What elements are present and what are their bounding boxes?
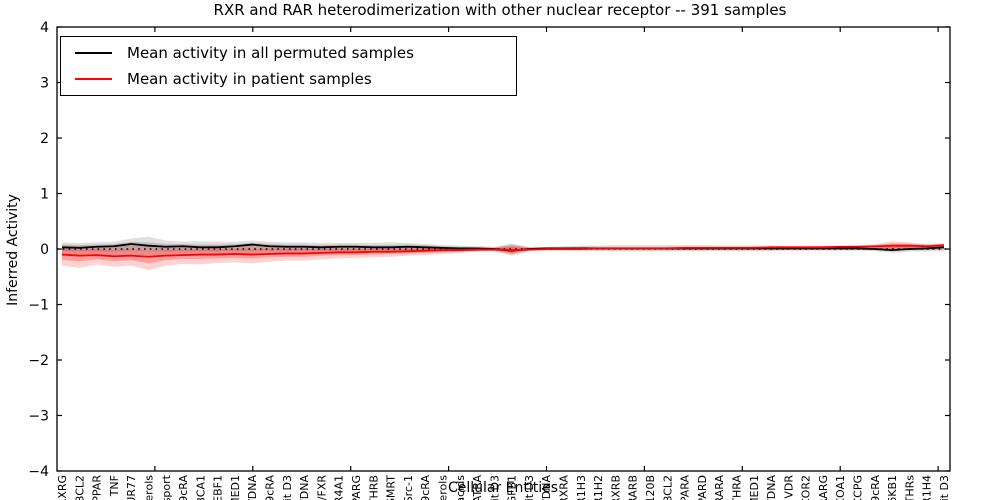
x-tick-label: mol:Bile acids [454,475,467,500]
legend-label-patient: Mean activity in patient samples [127,69,372,88]
y-tick-label: −3 [28,409,49,425]
x-tick-label: PPARA [679,475,692,500]
x-tick-label: RXRs/RXRs/DNA/9cRA [264,475,277,500]
patient-line-swatch [75,77,112,80]
x-tick-label: VDR [782,475,795,499]
y-tick-label: 1 [40,187,49,203]
y-tick-label: 0 [40,242,49,258]
x-tick-label: PPARD [696,475,709,500]
x-axis-label: Cellular Entities [447,480,559,496]
x-tick-label: RXRs/LXRs/DNA/9cRA [177,475,190,500]
x-tick-label: RARB [627,475,640,500]
x-tick-label: mol:Vit D3 [488,475,501,500]
permuted-line-swatch [75,52,112,55]
x-tick-label: RXRA [558,475,571,500]
x-tick-label: ABCA1 [194,475,207,500]
x-tick-label: NR1H4 [921,475,934,500]
legend-entry-permuted: Mean activity in all permuted samples [61,44,516,62]
x-tick-label: RARG [817,475,830,500]
x-tick-label: RARs/THRs/DNA/SMRT [385,475,398,500]
x-tick-label: VDR/VDR/DNA [765,475,778,500]
x-tick-label: RXRB [609,475,622,500]
x-tick-label: RXRs/PPAR [91,475,104,500]
x-tick-label: RARs/THRs [903,475,916,500]
x-tick-label: RXRs/PPAR/9cRA/PGJ2/DNA [246,475,259,500]
y-axis-label: Inferred Activity [5,194,21,306]
x-tick-label: RARs/THRs/DNA/Src-1 [402,475,415,500]
y-tick-label: −1 [28,298,49,314]
x-tick-label: NR4A1 [333,475,346,500]
y-tick-label: 4 [40,20,49,36]
x-tick-label: mol:9cRA [419,475,432,500]
x-tick-label: cholesterol transport [160,474,173,500]
x-tick-label: RXRs/FXR/9cRA/MED1 [229,475,242,500]
x-tick-label: mol:Oxysterols [436,475,449,500]
x-tick-label: TGFB1 [506,475,519,500]
x-tick-label: RXRs/LXRs/DNA [298,475,311,500]
x-tick-label: RXRs/LXRs/DNA/Oxysterols [142,475,155,500]
x-tick-label: RPS6KB1 [886,475,899,500]
x-tick-label: mol:ATRA [471,475,484,500]
x-tick-label: VDR/Vit D3/DNA [540,475,553,500]
y-tick-label: −2 [28,353,49,369]
x-tick-label: NCOA1 [834,475,847,500]
x-tick-label: THRA [730,475,743,500]
x-tick-label: RXRs/NUR77 [125,475,138,500]
x-tick-label: RXRs/NUR77/BCL2 [73,475,86,500]
x-tick-label: TNF [108,475,121,497]
x-tick-label: RXRG [56,475,69,500]
x-tick-label: NCOR2 [800,475,813,500]
x-tick-label: RXR alpha/CCPG [852,475,865,500]
x-tick-label: RARs/RARs/DNA/9cRA [869,475,882,500]
x-tick-label: SREBF1 [212,475,225,500]
patient-mean-line [61,244,945,258]
x-tick-label: RARA [713,475,726,500]
y-tick-label: −4 [28,464,49,480]
x-tick-label: MED1 [748,475,761,500]
x-tick-label: THRB [367,475,380,500]
permuted-band-inner [62,241,944,253]
permuted-band-outer [62,236,944,256]
x-tick-label: FAM120B [644,475,657,500]
legend-entry-patient: Mean activity in patient samples [61,70,516,88]
x-tick-label: PPARG [350,475,363,500]
x-tick-label: BCL2 [661,475,674,500]
x-tick-label: RXRs/FXR [315,475,328,500]
y-tick-label: 3 [40,76,49,92]
legend: Mean activity in all permuted samples Me… [60,36,517,96]
x-tick-label: RXRs/VDR/DNA/Vit D3 [281,475,294,500]
legend-label-permuted: Mean activity in all permuted samples [127,44,414,63]
x-tick-label: NR1H3 [575,475,588,500]
x-tick-label: VDR/VDR/Vit D3 [523,475,536,500]
x-tick-label: RARs/VDR/DNA/Vit D3 [938,475,951,500]
y-tick-label: 2 [40,131,49,147]
x-tick-label: NR1H2 [592,475,605,500]
chart-title: RXR and RAR heterodimerization with othe… [213,1,787,19]
